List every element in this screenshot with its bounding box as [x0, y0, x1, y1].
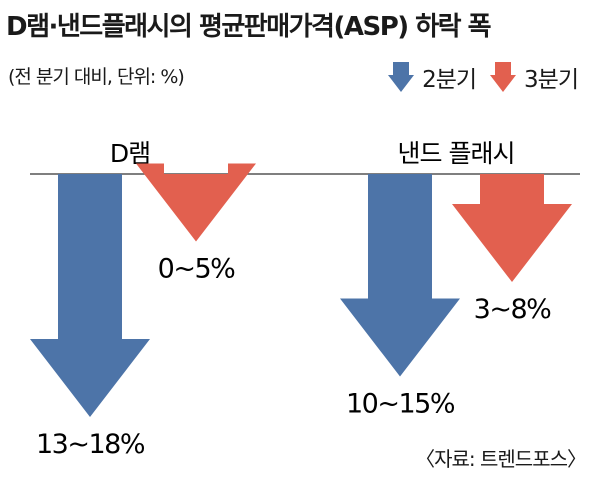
arrow-s0-c0 [30, 174, 150, 417]
legend-swatch-q3 [490, 62, 517, 92]
value-label-s0-c0: 13~18% [36, 429, 145, 460]
chart-title: D램·낸드플래시의 평균판매가격(ASP) 하락 폭 [6, 12, 492, 42]
chart-subtitle: (전 분기 대비, 단위: %) [8, 66, 185, 88]
arrow-s1-c1 [452, 174, 572, 282]
category-label-0: D램 [110, 139, 150, 168]
category-label-1: 낸드 플래시 [398, 139, 515, 168]
arrow-s1-c0 [136, 163, 256, 242]
value-label-s1-c1: 3~8% [474, 294, 551, 325]
legend: 2분기 3분기 [388, 60, 579, 94]
legend-arrow-q2-icon [388, 62, 415, 92]
arrow-s0-c1 [340, 174, 460, 377]
legend-arrow-q3-icon [490, 62, 517, 92]
value-label-s0-c1: 10~15% [346, 389, 455, 420]
legend-label-q2: 2분기 [422, 67, 477, 93]
source-note: 〈자료: 트렌드포스〉 [415, 447, 587, 471]
legend-label-q3: 3분기 [524, 67, 579, 93]
legend-item-q2: 2분기 [388, 60, 477, 94]
value-label-s1-c0: 0~5% [158, 254, 235, 285]
legend-swatch-q2 [388, 62, 415, 92]
legend-item-q3: 3분기 [490, 60, 579, 94]
